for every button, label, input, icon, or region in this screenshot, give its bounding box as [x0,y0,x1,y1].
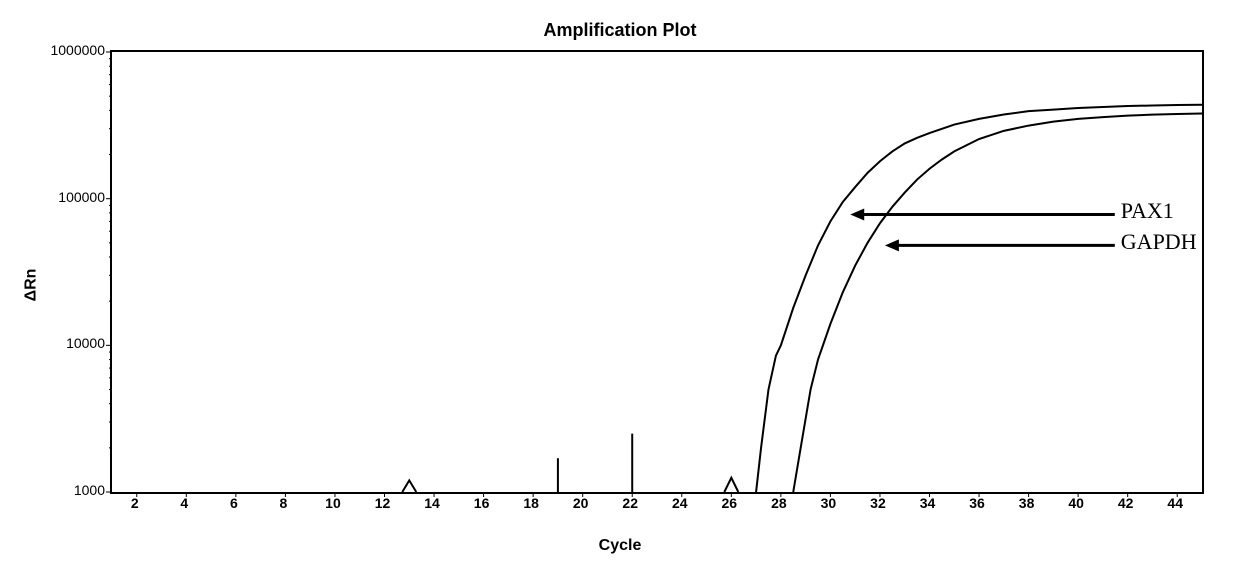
x-tick-label: 38 [1019,495,1035,511]
y-tick-label: 100000 [58,189,105,205]
y-tick-label: 10000 [66,335,105,351]
x-tick-label: 10 [325,495,341,511]
x-tick-label: 20 [573,495,589,511]
x-tick-label: 4 [180,495,188,511]
x-tick-label: 14 [424,495,440,511]
annotation-label-GAPDH: GAPDH [1121,229,1197,255]
plot-area [110,50,1204,494]
x-tick-label: 16 [474,495,490,511]
chart-title: Amplification Plot [544,20,697,41]
x-tick-label: 12 [375,495,391,511]
amplification-plot-chart: Amplification Plot ΔRn Cycle 10001000010… [20,20,1220,550]
x-tick-label: 32 [870,495,886,511]
series-PAX1 [756,105,1202,492]
x-tick-label: 44 [1167,495,1183,511]
y-tick-label: 1000000 [50,42,105,58]
annotation-arrow-head [885,239,899,251]
x-tick-label: 18 [523,495,539,511]
x-tick-label: 30 [821,495,837,511]
x-tick-label: 34 [920,495,936,511]
x-tick-label: 42 [1118,495,1134,511]
x-tick-label: 28 [771,495,787,511]
noise-spike [724,478,738,492]
annotation-label-PAX1: PAX1 [1121,198,1174,224]
annotation-arrow-head [850,208,864,220]
x-tick-label: 2 [131,495,139,511]
y-tick-label: 1000 [74,482,105,498]
x-tick-label: 24 [672,495,688,511]
x-tick-label: 8 [280,495,288,511]
noise-spike [402,480,416,492]
x-tick-label: 36 [969,495,985,511]
x-tick-label: 40 [1068,495,1084,511]
x-tick-label: 22 [622,495,638,511]
series-GAPDH [793,113,1202,492]
x-tick-label: 6 [230,495,238,511]
x-tick-label: 26 [722,495,738,511]
y-axis-label: ΔRn [22,269,40,302]
plot-svg [112,52,1202,492]
x-axis-label: Cycle [599,537,642,555]
